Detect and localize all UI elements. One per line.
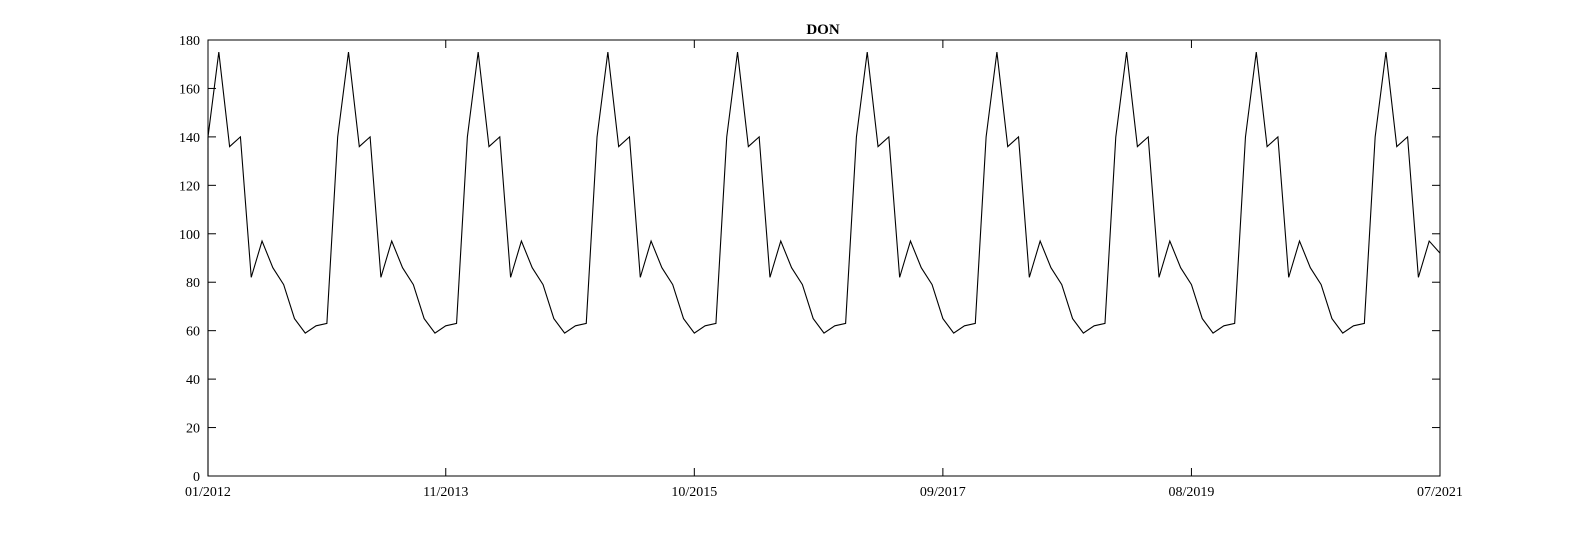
y-tick-label: 120 bbox=[179, 179, 200, 194]
y-tick-label: 60 bbox=[186, 325, 200, 340]
y-tick-label: 140 bbox=[179, 131, 200, 146]
x-tick-label: 11/2013 bbox=[423, 485, 468, 500]
y-tick-label: 160 bbox=[179, 82, 200, 97]
x-tick-label: 07/2021 bbox=[1417, 485, 1463, 500]
axis-ticks bbox=[207, 39, 1441, 477]
x-tick-label: 01/2012 bbox=[185, 485, 231, 500]
x-tick-label: 08/2019 bbox=[1168, 485, 1214, 500]
y-tick-label: 20 bbox=[186, 422, 200, 437]
tick-labels: 0 20 40 60 80 100 120 140 160 180 01/2012 11/2013 10… bbox=[179, 34, 1463, 500]
x-tick-label: 09/2017 bbox=[920, 485, 966, 500]
y-tick-label: 40 bbox=[186, 373, 200, 388]
plot-area-border bbox=[207, 39, 1441, 477]
chart-title: DON bbox=[806, 22, 840, 38]
x-tick-label: 10/2015 bbox=[671, 485, 717, 500]
y-tick-label: 100 bbox=[179, 228, 200, 243]
y-tick-label: 80 bbox=[186, 276, 200, 291]
y-tick-label: 0 bbox=[193, 470, 200, 485]
y-tick-label: 180 bbox=[179, 34, 200, 49]
